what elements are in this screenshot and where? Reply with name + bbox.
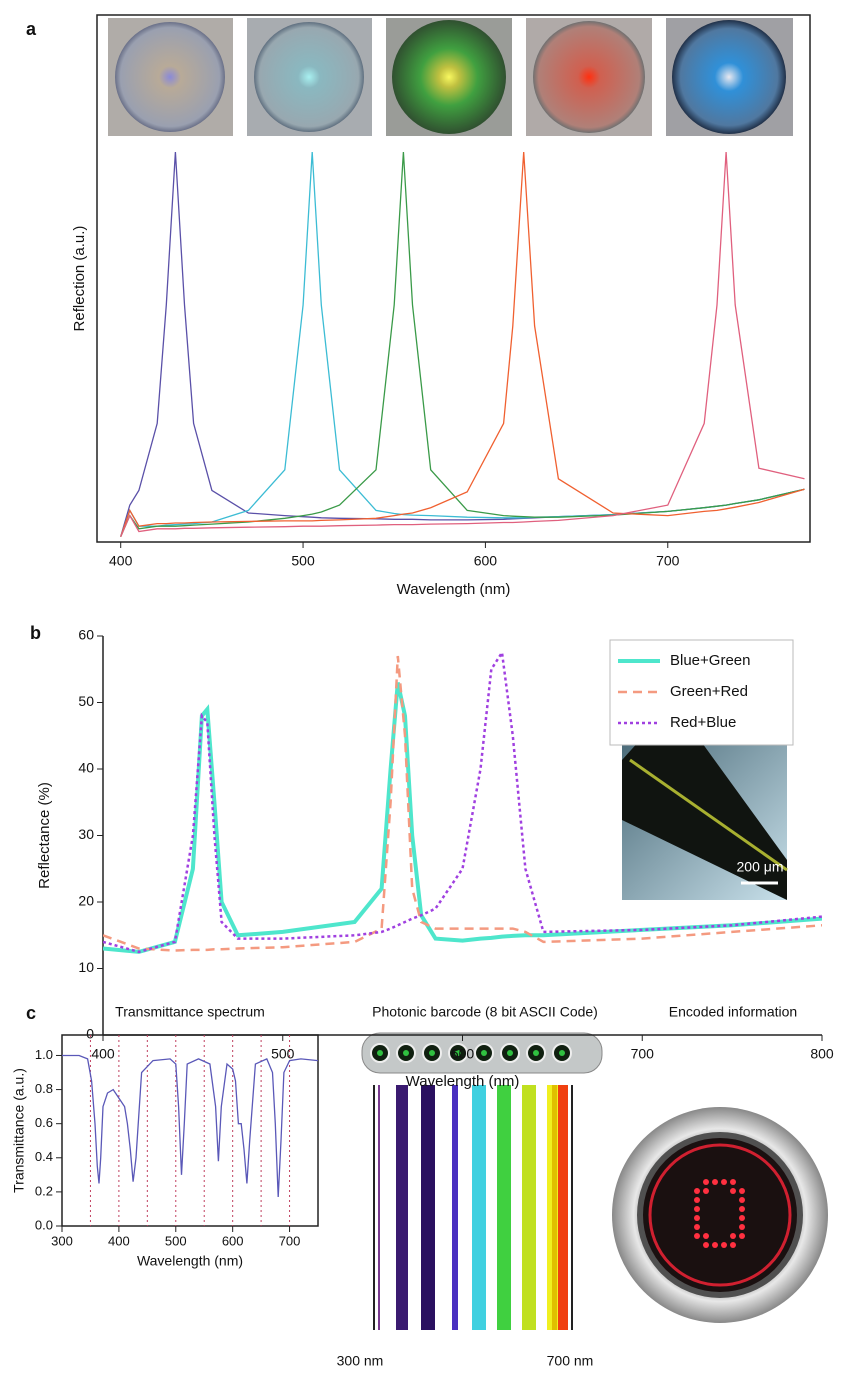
matrix-dot xyxy=(739,1215,745,1221)
matrix-dot xyxy=(703,1179,709,1185)
x-axis-label: Wavelength (nm) xyxy=(397,581,511,598)
x-tick-label: 500 xyxy=(165,1233,187,1248)
matrix-dot xyxy=(712,1242,718,1248)
y-tick-label: 0.8 xyxy=(35,1081,53,1096)
matrix-dot xyxy=(712,1179,718,1185)
matrix-dot xyxy=(694,1215,700,1221)
matrix-dot xyxy=(694,1224,700,1230)
matrix-dot xyxy=(739,1224,745,1230)
y-tick-label: 30 xyxy=(78,826,94,842)
matrix-dot xyxy=(703,1233,709,1239)
barcode-dot-core xyxy=(403,1050,409,1056)
matrix-dot xyxy=(739,1206,745,1212)
y-tick-label: 20 xyxy=(78,893,94,909)
x-axis-label: Wavelength (nm) xyxy=(406,1073,520,1090)
matrix-dot xyxy=(694,1206,700,1212)
x-tick-label: 700 xyxy=(279,1233,301,1248)
barcode-dot-core xyxy=(559,1050,565,1056)
matrix-dot xyxy=(739,1233,745,1239)
barcode-dot-core xyxy=(533,1050,539,1056)
barcode-end-label: 700 nm xyxy=(547,1353,594,1369)
legend-label: Red+Blue xyxy=(670,714,736,731)
series-line xyxy=(120,151,805,537)
matrix-dot xyxy=(694,1188,700,1194)
matrix-dot xyxy=(730,1242,736,1248)
x-tick-label: 300 xyxy=(51,1233,73,1248)
panel-label: c xyxy=(26,1003,36,1023)
y-tick-label: 50 xyxy=(78,693,94,709)
panel-label: b xyxy=(30,623,41,643)
encoded-title: Encoded information xyxy=(669,1004,797,1020)
barcode-dot-core xyxy=(377,1050,383,1056)
inset-image: 200 μm xyxy=(622,740,788,900)
x-tick-label: 500 xyxy=(291,553,315,569)
matrix-dot xyxy=(694,1233,700,1239)
panel-label: a xyxy=(26,19,37,39)
matrix-dot xyxy=(739,1188,745,1194)
series-line xyxy=(62,1054,318,1198)
y-tick-label: 0.2 xyxy=(35,1183,53,1198)
matrix-dot xyxy=(730,1179,736,1185)
y-tick-label: 0.0 xyxy=(35,1217,53,1232)
series-line xyxy=(120,151,805,537)
y-axis-label: Reflection (a.u.) xyxy=(71,226,88,332)
x-tick-label: 700 xyxy=(631,1046,655,1062)
x-tick-label: 400 xyxy=(108,1233,130,1248)
matrix-dot xyxy=(739,1197,745,1203)
barcode-dot-core xyxy=(429,1050,435,1056)
barcode-title: Photonic barcode (8 bit ASCII Code) xyxy=(372,1004,598,1020)
x-tick-label: 700 xyxy=(656,553,680,569)
encoded-device: Encoded information xyxy=(612,1004,828,1323)
y-tick-label: 40 xyxy=(78,760,94,776)
matrix-dot xyxy=(721,1179,727,1185)
y-tick-label: 0 xyxy=(86,1026,94,1042)
barcode-start-label: 300 nm xyxy=(337,1353,384,1369)
matrix-dot xyxy=(721,1242,727,1248)
x-tick-label: 400 xyxy=(91,1046,115,1062)
y-axis-label: Transmittance (a.u.) xyxy=(11,1068,27,1193)
barcode-dot-core xyxy=(481,1050,487,1056)
plot-frame xyxy=(96,14,811,543)
x-tick-label: 600 xyxy=(474,553,498,569)
matrix-dot xyxy=(703,1242,709,1248)
series-line xyxy=(120,151,805,537)
x-tick-label: 600 xyxy=(451,1046,475,1062)
y-tick-label: 0.4 xyxy=(35,1149,53,1164)
series-line xyxy=(120,151,805,537)
series-line xyxy=(120,151,805,537)
legend-label: Blue+Green xyxy=(670,652,750,669)
barcode-dot-core xyxy=(455,1050,461,1056)
chart-title: Transmittance spectrum xyxy=(115,1004,265,1020)
y-tick-label: 60 xyxy=(78,627,94,643)
matrix-dot xyxy=(694,1197,700,1203)
photo-strip xyxy=(108,18,793,136)
scale-bar-label: 200 μm xyxy=(737,859,784,875)
x-tick-label: 800 xyxy=(810,1046,834,1062)
x-tick-label: 500 xyxy=(271,1046,295,1062)
matrix-dot xyxy=(730,1233,736,1239)
x-tick-label: 600 xyxy=(222,1233,244,1248)
y-tick-label: 10 xyxy=(78,959,94,975)
y-tick-label: 1.0 xyxy=(35,1047,53,1062)
matrix-dot xyxy=(703,1188,709,1194)
legend-label: Green+Red xyxy=(670,683,748,700)
y-tick-label: 0.6 xyxy=(35,1115,53,1130)
x-axis-label: Wavelength (nm) xyxy=(137,1253,243,1269)
plot-frame xyxy=(61,1034,319,1227)
matrix-dot xyxy=(730,1188,736,1194)
y-axis-label: Reflectance (%) xyxy=(36,782,53,889)
x-tick-label: 400 xyxy=(109,553,133,569)
barcode-dot-core xyxy=(507,1050,513,1056)
series-line xyxy=(103,649,822,954)
barcode: Photonic barcode (8 bit ASCII Code) 300 … xyxy=(337,1004,603,1369)
